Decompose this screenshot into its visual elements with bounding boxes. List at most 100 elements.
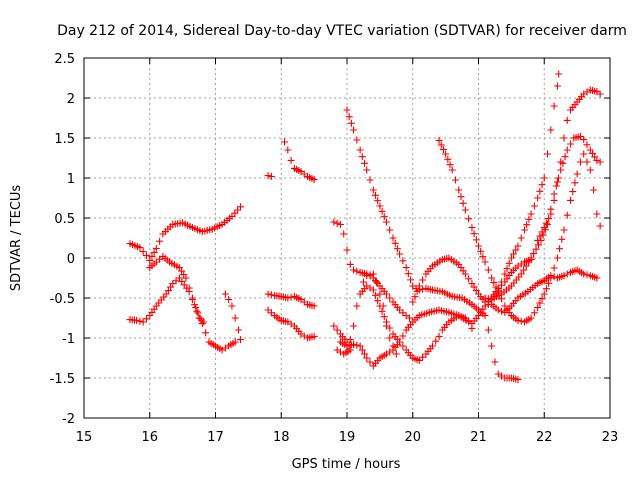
data-point-marker bbox=[182, 274, 190, 282]
data-point-marker bbox=[475, 242, 482, 250]
data-point-marker bbox=[330, 218, 338, 226]
series-E bbox=[264, 172, 275, 180]
data-point-marker bbox=[525, 258, 533, 266]
data-point-marker bbox=[267, 172, 275, 180]
data-point-marker bbox=[435, 332, 443, 340]
data-point-marker bbox=[405, 314, 413, 322]
data-point-marker bbox=[527, 314, 535, 322]
data-point-marker bbox=[225, 296, 233, 304]
data-point-marker bbox=[340, 230, 348, 238]
data-point-marker bbox=[484, 326, 492, 334]
data-point-marker bbox=[439, 145, 447, 153]
data-point-marker bbox=[593, 274, 601, 282]
data-point-marker bbox=[459, 199, 467, 207]
data-point-marker bbox=[523, 221, 531, 229]
data-point-marker bbox=[547, 272, 555, 280]
data-point-marker bbox=[468, 324, 476, 332]
series-L bbox=[333, 306, 476, 370]
data-point-marker bbox=[461, 206, 469, 214]
data-point-marker bbox=[557, 166, 565, 174]
data-point-marker bbox=[399, 332, 407, 340]
data-point-marker bbox=[361, 159, 369, 167]
data-point-marker bbox=[363, 354, 371, 362]
data-point-marker bbox=[202, 329, 210, 337]
data-point-marker bbox=[560, 134, 568, 142]
data-point-marker bbox=[350, 340, 358, 348]
data-point-marker bbox=[561, 153, 569, 161]
data-point-marker bbox=[200, 318, 208, 326]
x-tick-label: 20 bbox=[404, 430, 421, 445]
data-point-marker bbox=[150, 248, 158, 256]
data-point-marker bbox=[235, 326, 243, 334]
data-point-marker bbox=[407, 276, 415, 284]
data-point-marker bbox=[382, 218, 390, 226]
data-point-marker bbox=[353, 267, 361, 275]
data-point-marker bbox=[569, 188, 577, 196]
data-point-marker bbox=[481, 312, 489, 320]
chart-title: Day 212 of 2014, Sidereal Day-to-day VTE… bbox=[57, 23, 627, 39]
data-point-marker bbox=[563, 146, 571, 154]
data-point-marker bbox=[514, 242, 522, 250]
data-point-marker bbox=[534, 304, 542, 312]
data-point-marker bbox=[596, 158, 604, 166]
data-point-marker bbox=[484, 266, 492, 274]
data-point-marker bbox=[330, 322, 338, 330]
data-point-marker bbox=[371, 291, 379, 299]
data-point-marker bbox=[503, 265, 511, 273]
data-point-marker bbox=[527, 210, 535, 218]
data-point-marker bbox=[479, 253, 487, 261]
data-point-marker bbox=[389, 234, 397, 242]
data-point-marker bbox=[236, 336, 244, 344]
y-tick-label: -1.5 bbox=[50, 372, 75, 387]
data-point-marker bbox=[557, 158, 565, 166]
data-point-marker bbox=[593, 210, 601, 218]
data-point-marker bbox=[345, 113, 353, 121]
data-point-marker bbox=[148, 252, 156, 260]
data-point-marker bbox=[435, 136, 443, 144]
data-series bbox=[126, 70, 604, 384]
data-point-marker bbox=[188, 294, 196, 302]
data-point-marker bbox=[386, 294, 394, 302]
x-tick-label: 23 bbox=[602, 430, 619, 445]
data-point-marker bbox=[152, 244, 160, 252]
data-point-marker bbox=[534, 194, 542, 202]
x-tick-label: 22 bbox=[536, 430, 553, 445]
data-point-marker bbox=[136, 317, 144, 325]
data-point-marker bbox=[560, 226, 568, 234]
data-point-marker bbox=[522, 262, 530, 270]
data-point-marker bbox=[361, 350, 369, 358]
data-point-marker bbox=[358, 153, 366, 161]
data-point-marker bbox=[488, 274, 496, 282]
data-point-marker bbox=[346, 336, 354, 344]
data-point-marker bbox=[356, 146, 364, 154]
data-point-marker bbox=[514, 316, 522, 324]
data-point-marker bbox=[136, 244, 144, 252]
data-point-marker bbox=[583, 158, 591, 166]
data-point-marker bbox=[457, 193, 465, 201]
y-tick-label: 0 bbox=[67, 252, 75, 267]
series-R bbox=[534, 86, 604, 244]
data-point-marker bbox=[444, 155, 452, 163]
data-point-marker bbox=[451, 176, 459, 184]
y-tick-label: 2 bbox=[67, 92, 75, 107]
data-point-marker bbox=[477, 247, 485, 255]
x-tick-label: 15 bbox=[76, 430, 93, 445]
data-point-marker bbox=[514, 376, 522, 384]
data-point-marker bbox=[310, 332, 318, 340]
data-point-marker bbox=[371, 191, 379, 199]
data-point-marker bbox=[228, 302, 236, 310]
data-point-marker bbox=[389, 342, 397, 350]
data-point-marker bbox=[527, 254, 535, 262]
y-tick-label: -2 bbox=[62, 412, 75, 427]
data-point-marker bbox=[415, 286, 423, 294]
data-point-marker bbox=[399, 342, 407, 350]
data-point-marker bbox=[333, 326, 341, 334]
data-point-marker bbox=[538, 181, 546, 189]
data-point-marker bbox=[544, 220, 552, 228]
data-point-marker bbox=[185, 284, 193, 292]
data-point-marker bbox=[198, 320, 206, 328]
data-point-marker bbox=[484, 297, 492, 305]
data-point-marker bbox=[281, 138, 289, 146]
data-point-marker bbox=[404, 270, 412, 278]
data-point-marker bbox=[567, 140, 575, 148]
